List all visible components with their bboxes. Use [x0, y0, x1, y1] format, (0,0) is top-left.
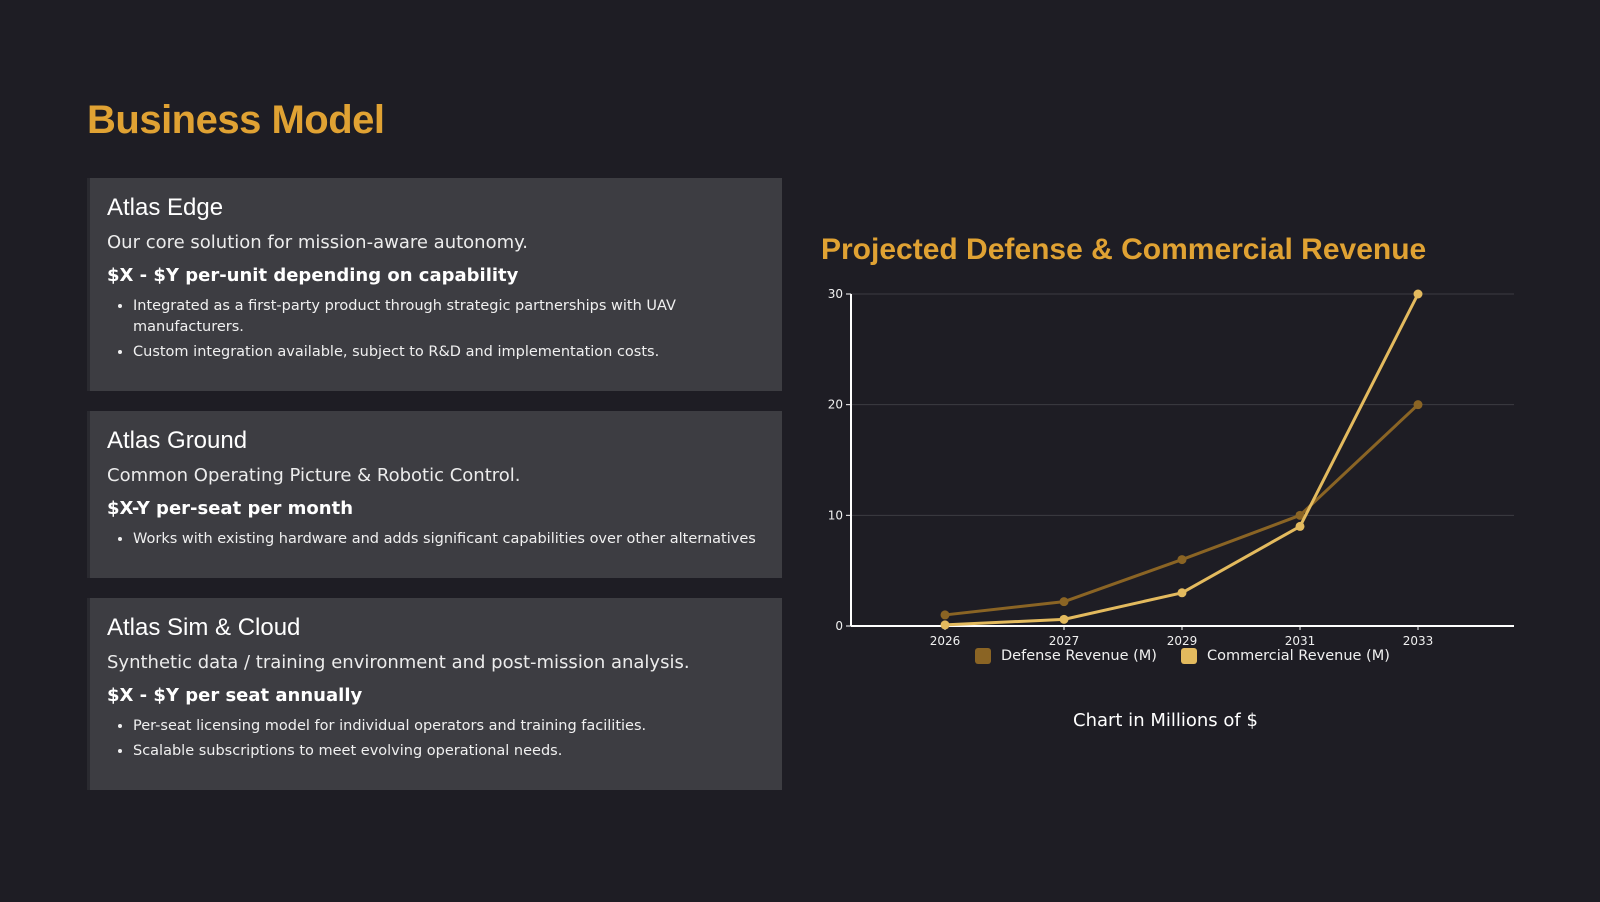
- product-title: Atlas Ground: [107, 427, 248, 454]
- data-point-defense: [940, 610, 950, 620]
- list-item: Scalable subscriptions to meet evolving …: [133, 741, 766, 762]
- list-item: Custom integration available, subject to…: [133, 342, 766, 363]
- legend-swatch-defense: [975, 648, 991, 664]
- product-bullet-list: Integrated as a first-party product thro…: [107, 296, 766, 363]
- product-description: Common Operating Picture & Robotic Contr…: [107, 465, 521, 486]
- data-point-defense: [1177, 555, 1187, 565]
- x-tick-label: 2026: [930, 634, 961, 648]
- x-tick-label: 2031: [1285, 634, 1316, 648]
- data-point-defense: [1413, 400, 1423, 410]
- x-tick-label: 2033: [1403, 634, 1434, 648]
- data-point-commercial: [1413, 289, 1423, 299]
- list-item: Per-seat licensing model for individual …: [133, 716, 766, 737]
- product-card-atlas-edge: Atlas Edge Our core solution for mission…: [87, 178, 782, 391]
- product-title: Atlas Edge: [107, 194, 224, 221]
- product-bullet-list: Per-seat licensing model for individual …: [107, 716, 766, 762]
- product-description: Synthetic data / training environment an…: [107, 652, 690, 673]
- product-price: $X - $Y per-unit depending on capability: [107, 265, 519, 286]
- legend-swatch-commercial: [1180, 648, 1197, 664]
- y-tick-label: 30: [828, 287, 843, 301]
- data-point-commercial: [940, 620, 950, 630]
- x-tick-label: 2029: [1167, 634, 1198, 648]
- product-card-atlas-ground: Atlas Ground Common Operating Picture & …: [87, 411, 782, 578]
- product-price: $X - $Y per seat annually: [107, 685, 363, 706]
- y-tick-label: 0: [835, 619, 843, 633]
- x-tick-label: 2027: [1049, 634, 1080, 648]
- product-card-atlas-sim-cloud: Atlas Sim & Cloud Synthetic data / train…: [87, 598, 782, 790]
- product-title: Atlas Sim & Cloud: [107, 614, 301, 641]
- legend-item-commercial: Commercial Revenue (M): [1180, 648, 1390, 664]
- legend-label: Commercial Revenue (M): [1206, 648, 1390, 664]
- product-bullet-list: Works with existing hardware and adds si…: [107, 529, 766, 550]
- legend-item-defense: Defense Revenue (M): [975, 648, 1157, 664]
- chart-title: Projected Defense & Commercial Revenue: [821, 233, 1427, 266]
- list-item: Works with existing hardware and adds si…: [133, 529, 766, 550]
- data-point-defense: [1059, 597, 1069, 607]
- data-point-defense: [1295, 510, 1305, 520]
- series-line-commercial: [944, 293, 1420, 627]
- legend-label: Defense Revenue (M): [1001, 648, 1157, 664]
- y-tick-label: 20: [828, 398, 843, 412]
- data-point-commercial: [1177, 588, 1187, 598]
- chart-caption: Chart in Millions of $: [1073, 710, 1258, 731]
- y-tick-label: 10: [828, 508, 843, 522]
- page-title: Business Model: [87, 98, 385, 142]
- chart-legend: Defense Revenue (M) Commercial Revenue (…: [975, 648, 1390, 664]
- list-item: Integrated as a first-party product thro…: [133, 296, 766, 338]
- product-price: $X-Y per-seat per month: [107, 498, 354, 519]
- data-point-commercial: [1059, 614, 1069, 624]
- product-description: Our core solution for mission-aware auto…: [107, 232, 528, 253]
- data-point-commercial: [1295, 521, 1305, 531]
